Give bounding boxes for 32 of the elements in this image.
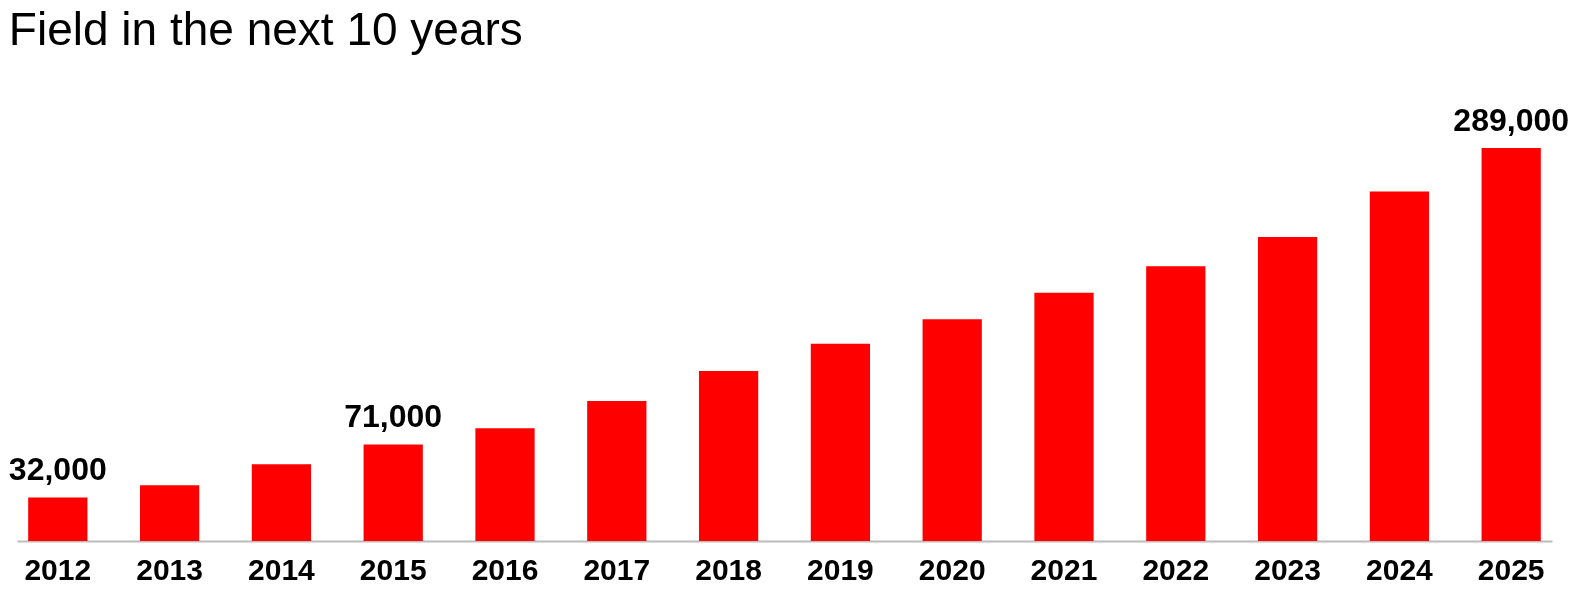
chart-title: Field in the next 10 years — [8, 3, 523, 55]
data-label: 71,000 — [344, 398, 443, 435]
bar — [28, 497, 88, 541]
x-tick-label: 2022 — [1142, 552, 1210, 586]
bar — [1369, 191, 1430, 541]
x-tick-label: 2014 — [248, 552, 316, 586]
bar — [1146, 266, 1206, 541]
x-tick-label: 2025 — [1477, 552, 1545, 586]
x-tick-label: 2019 — [807, 552, 874, 586]
x-tick-label: 2016 — [471, 552, 539, 586]
x-tick-label: 2012 — [24, 552, 92, 586]
bar — [810, 343, 871, 541]
bar — [251, 464, 312, 541]
x-tick-label: 2018 — [695, 552, 762, 586]
data-label: 32,000 — [8, 451, 107, 488]
x-tick-label: 2023 — [1254, 552, 1321, 586]
bar — [1481, 148, 1541, 541]
bar — [1257, 237, 1318, 541]
x-tick-label: 2013 — [136, 552, 203, 586]
bar — [139, 485, 200, 541]
bar — [587, 400, 647, 541]
bar — [363, 444, 423, 541]
x-tick-label: 2024 — [1366, 552, 1434, 586]
data-label: 289,000 — [1453, 102, 1570, 138]
x-tick-label: 2015 — [359, 552, 427, 586]
bar — [922, 319, 982, 541]
x-tick-label: 2021 — [1030, 552, 1098, 586]
x-tick-label: 2020 — [918, 552, 986, 586]
bar — [698, 371, 759, 541]
x-tick-label: 2017 — [583, 552, 651, 586]
bar — [1034, 292, 1094, 541]
bar — [475, 428, 535, 541]
